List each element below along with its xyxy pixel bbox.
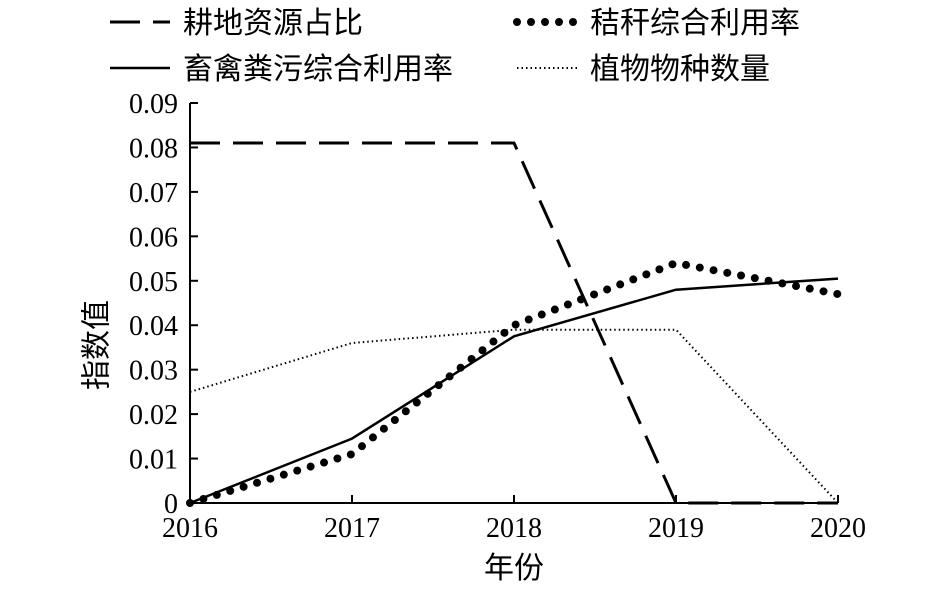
y-axis-title: 指数值 [81,300,114,390]
legend-label: 耕地资源占比 [183,7,363,40]
y-tick-label: 0.04 [129,311,178,342]
series-line-2 [186,259,842,507]
series-line-3 [189,277,839,505]
legend-label: 秸秆综合利用率 [590,7,800,40]
legend-item: 耕地资源占比 [110,7,363,40]
x-tick-label: 2018 [486,513,542,544]
series-group [186,141,842,507]
y-tick-label: 0.08 [129,133,178,164]
legend-label: 畜禽粪污综合利用率 [183,53,453,86]
y-tick-label: 0.02 [129,400,178,431]
y-tick-label: 0 [164,489,178,520]
legend-item: 秸秆综合利用率 [513,7,800,40]
series-line-4 [189,328,839,504]
x-tick-label: 2020 [810,513,866,544]
y-tick-label: 0.06 [129,222,178,253]
y-tick-label: 0.07 [129,178,178,209]
series-line-1 [190,141,838,505]
x-tick-label: 2019 [648,513,704,544]
legend-item: 畜禽粪污综合利用率 [110,53,453,86]
y-tick-label: 0.01 [129,445,178,476]
axes-group: 0 0.01 0.02 0.03 0.04 0.05 0.06 0.07 0.08 0.09 201… [129,89,866,544]
y-tick-label: 0.09 [129,89,178,120]
x-tick-label: 2017 [324,513,380,544]
legend-item: 植物物种数量 [517,53,770,86]
x-tick-label: 2016 [162,513,218,544]
y-tick-label: 0.05 [129,267,178,298]
legend-label: 植物物种数量 [590,53,770,86]
x-axis-title: 年份 [484,552,544,585]
y-tick-label: 0.03 [129,356,178,387]
